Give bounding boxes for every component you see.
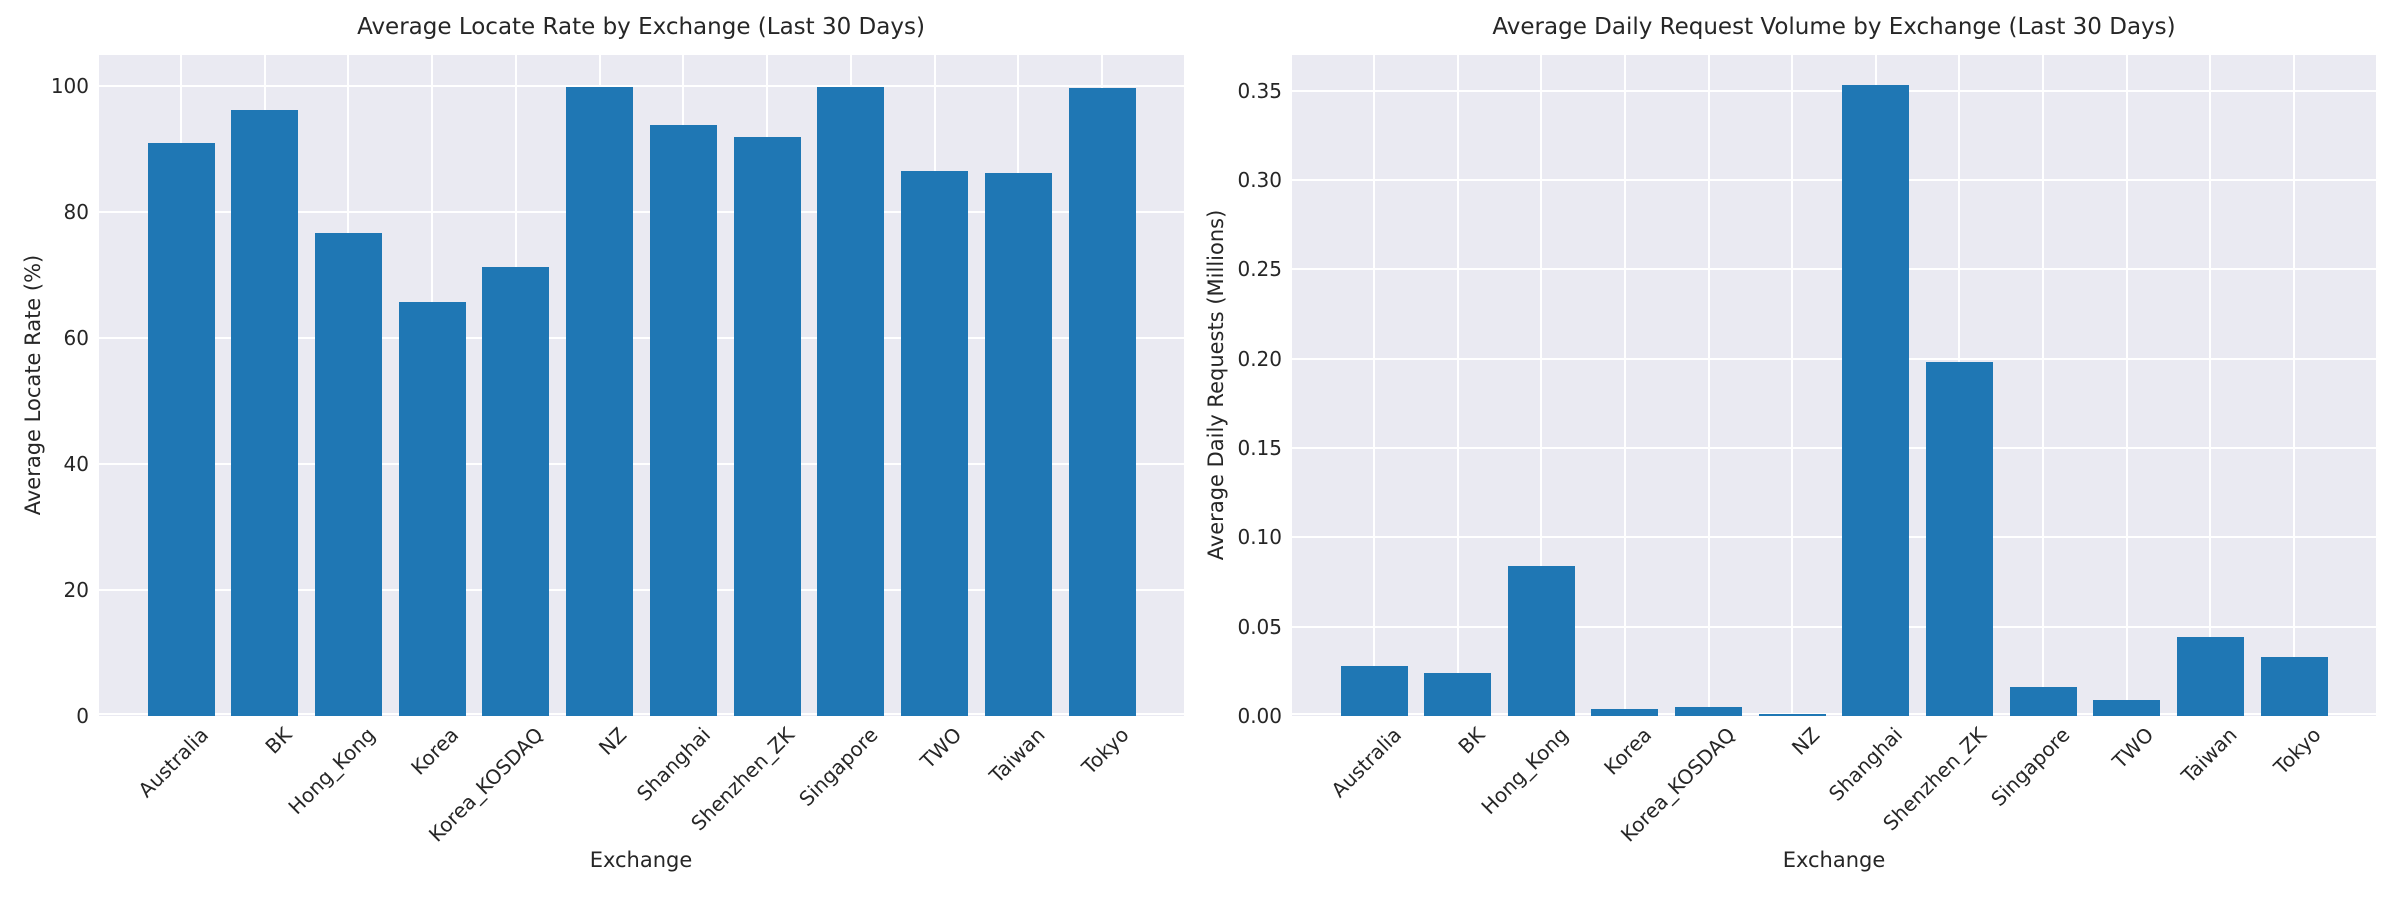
gridline-horizontal xyxy=(1292,357,2376,360)
bar-BK xyxy=(231,110,299,716)
y-tick-label: 40 xyxy=(63,452,89,477)
chart-title: Average Locate Rate by Exchange (Last 30… xyxy=(357,14,925,40)
x-tick-label: Hong_Kong xyxy=(283,722,381,820)
chart-title: Average Daily Request Volume by Exchange… xyxy=(1492,14,2176,40)
plot-area xyxy=(1292,55,2376,716)
gridline-horizontal xyxy=(1292,89,2376,92)
plot-area xyxy=(99,55,1184,716)
bar-Tokyo xyxy=(2260,657,2328,716)
gridline-vertical xyxy=(1456,55,1459,716)
y-tick-label: 0.35 xyxy=(1237,78,1282,103)
x-tick-label: Singapore xyxy=(1986,722,2075,811)
x-tick-label: Shanghai xyxy=(631,722,715,806)
x-tick-label: TWO xyxy=(2107,722,2159,774)
bar-TWO xyxy=(901,171,969,716)
bar-BK xyxy=(1424,673,1492,716)
x-tick-label: BK xyxy=(1453,722,1490,759)
x-tick-label: Tokyo xyxy=(2268,722,2326,780)
x-tick-label: Tokyo xyxy=(1076,722,1134,780)
bar-NZ xyxy=(566,87,634,716)
gridline-horizontal xyxy=(1292,536,2376,539)
bar-Singapore xyxy=(817,87,885,716)
gridline-vertical xyxy=(1623,55,1626,716)
gridline-vertical xyxy=(1373,55,1375,716)
bar-Hong_Kong xyxy=(314,232,382,716)
x-tick-label: Shanghai xyxy=(1824,722,1908,806)
gridline-horizontal xyxy=(99,589,1184,592)
x-axis-label: Exchange xyxy=(1782,848,1886,872)
x-tick-label: Korea xyxy=(406,722,464,780)
y-tick-label: 100 xyxy=(50,74,89,99)
x-tick-label: Korea xyxy=(1599,722,1657,780)
bar-Australia xyxy=(1340,665,1408,716)
y-tick-label: 0.25 xyxy=(1237,257,1282,282)
x-tick-label: Australia xyxy=(1326,722,1406,803)
y-tick-label: 0.15 xyxy=(1237,436,1282,461)
bar-Taiwan xyxy=(2176,637,2244,716)
y-tick-label: 20 xyxy=(63,578,89,603)
y-tick-label: 0 xyxy=(76,704,89,728)
x-axis-label: Exchange xyxy=(589,848,693,872)
gridline-horizontal xyxy=(1292,625,2376,628)
bar-Korea xyxy=(1591,708,1659,716)
bar-Shanghai xyxy=(1842,85,1910,716)
gridline-horizontal xyxy=(1292,447,2376,450)
y-tick-label: 0.05 xyxy=(1237,614,1282,639)
y-tick-label: 0.00 xyxy=(1237,704,1282,728)
gridline-vertical xyxy=(1791,55,1794,716)
x-tick-label: Singapore xyxy=(794,722,883,811)
y-tick-label: 60 xyxy=(63,326,89,351)
bar-Korea_KOSDAQ xyxy=(482,266,550,716)
x-tick-label: Australia xyxy=(133,722,213,803)
gridline-vertical xyxy=(2293,55,2295,716)
y-tick-label: 80 xyxy=(63,200,89,225)
bar-Shanghai xyxy=(649,124,717,716)
bar-Australia xyxy=(147,142,215,716)
x-tick-label: Hong_Kong xyxy=(1476,722,1573,820)
bar-Shenzhen_ZK xyxy=(1925,362,1993,716)
bar-Korea_KOSDAQ xyxy=(1675,707,1743,716)
gridline-vertical xyxy=(1707,55,1710,716)
y-tick-label: 0.20 xyxy=(1237,346,1282,371)
x-tick-label: BK xyxy=(260,722,297,759)
x-tick-label: NZ xyxy=(1786,722,1824,760)
request-volume-chart: Average Daily Request Volume by Exchange… xyxy=(1200,0,2400,900)
bar-Korea xyxy=(398,301,466,716)
gridline-horizontal xyxy=(99,85,1184,88)
bar-NZ xyxy=(1758,714,1826,716)
y-axis-label: Average Locate Rate (%) xyxy=(21,254,45,516)
gridline-horizontal xyxy=(99,463,1184,466)
x-tick-label: Taiwan xyxy=(2176,722,2242,788)
y-tick-label: 0.10 xyxy=(1237,525,1282,550)
y-tick-label: 0.30 xyxy=(1237,168,1282,193)
bar-Shenzhen_ZK xyxy=(733,136,801,716)
x-tick-label: Taiwan xyxy=(984,722,1050,788)
bar-TWO xyxy=(2093,699,2161,716)
gridline-horizontal xyxy=(99,337,1184,340)
bar-Tokyo xyxy=(1068,88,1136,716)
gridline-horizontal xyxy=(99,713,1184,715)
bar-Singapore xyxy=(2009,687,2077,716)
gridline-vertical xyxy=(2125,55,2128,716)
gridline-horizontal xyxy=(1292,268,2376,271)
bar-Hong_Kong xyxy=(1507,565,1575,716)
locate-rate-chart: Average Locate Rate by Exchange (Last 30… xyxy=(21,14,1184,872)
gridline-horizontal xyxy=(1292,179,2376,182)
gridline-vertical xyxy=(1540,55,1543,716)
gridline-vertical xyxy=(2042,55,2045,716)
x-tick-label: NZ xyxy=(593,722,632,760)
gridline-horizontal xyxy=(99,211,1184,214)
bar-Taiwan xyxy=(984,173,1052,716)
gridline-vertical xyxy=(2209,55,2212,716)
x-tick-label: TWO xyxy=(915,722,967,774)
gridline-horizontal xyxy=(1292,713,2376,715)
